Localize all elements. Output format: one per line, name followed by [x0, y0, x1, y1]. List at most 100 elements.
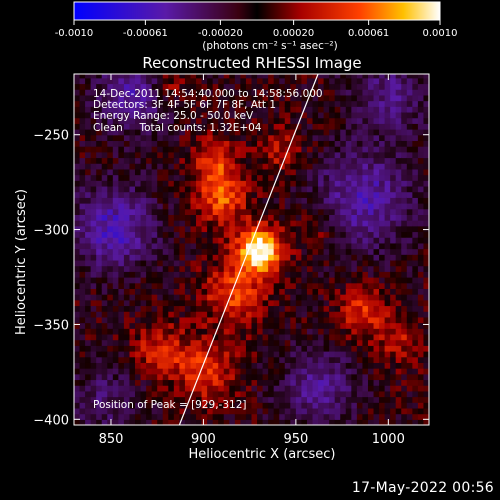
heatmap-cell — [273, 328, 280, 335]
heatmap-cell — [379, 413, 386, 420]
heatmap-cell — [85, 74, 92, 79]
heatmap-cell — [273, 191, 280, 198]
heatmap-cell — [179, 402, 186, 409]
heatmap-cell — [196, 396, 203, 403]
heatmap-cell — [367, 208, 375, 215]
heatmap-cell — [251, 100, 258, 107]
heatmap-cell — [123, 265, 131, 272]
heatmap-cell — [379, 402, 386, 409]
heatmap-cell — [201, 151, 208, 159]
heatmap-cell — [395, 185, 402, 193]
heatmap-cell — [257, 356, 264, 363]
heatmap-cell — [351, 100, 358, 107]
heatmap-cell — [412, 413, 419, 420]
heatmap-cell — [240, 328, 247, 335]
heatmap-cell — [223, 339, 230, 346]
heatmap-cell — [74, 299, 81, 307]
heatmap-cell — [251, 248, 258, 255]
heatmap-cell — [184, 163, 192, 170]
heatmap-cell — [301, 351, 308, 358]
heatmap-cell — [257, 242, 264, 250]
heatmap-cell — [157, 157, 164, 164]
heatmap-cell — [384, 277, 391, 284]
heatmap-cell — [384, 106, 391, 113]
heatmap-cell — [395, 117, 402, 124]
heatmap-cell — [112, 305, 119, 312]
heatmap-cell — [295, 123, 303, 130]
heatmap-cell — [345, 117, 352, 124]
heatmap-cell — [157, 259, 164, 267]
heatmap-cell — [157, 208, 164, 215]
heatmap-cell — [401, 214, 408, 221]
heatmap-cell — [401, 305, 408, 312]
heatmap-cell — [234, 89, 242, 96]
heatmap-cell — [329, 288, 336, 295]
heatmap-cell — [96, 174, 103, 181]
heatmap-cell — [240, 94, 247, 102]
heatmap-cell — [390, 402, 397, 409]
heatmap-cell — [107, 74, 114, 79]
heatmap-cell — [262, 140, 269, 147]
heatmap-cell — [162, 157, 169, 164]
heatmap-cell — [190, 328, 197, 335]
heatmap-cell — [379, 197, 386, 204]
heatmap-cell — [218, 390, 225, 398]
heatmap-cell — [207, 385, 214, 392]
heatmap-cell — [101, 288, 108, 295]
heatmap-cell — [218, 368, 225, 375]
heatmap-cell — [290, 157, 297, 164]
heatmap-cell — [218, 168, 225, 176]
heatmap-cell — [384, 373, 391, 381]
heatmap-cell — [406, 373, 413, 381]
heatmap-cell — [240, 185, 247, 193]
heatmap-cell — [345, 94, 352, 102]
heatmap-cell — [96, 225, 103, 233]
heatmap-cell — [179, 351, 186, 358]
heatmap-cell — [417, 106, 425, 113]
heatmap-cell — [417, 351, 425, 358]
heatmap-cell — [334, 328, 341, 335]
heatmap-cell — [245, 242, 253, 250]
heatmap-cell — [229, 89, 236, 96]
heatmap-cell — [157, 396, 164, 403]
heatmap-cell — [390, 339, 397, 346]
heatmap-cell — [379, 231, 386, 238]
heatmap-cell — [379, 146, 386, 153]
heatmap-cell — [184, 413, 192, 420]
heatmap-cell — [123, 89, 131, 96]
heatmap-cell — [162, 413, 169, 420]
heatmap-cell — [312, 299, 319, 307]
heatmap-cell — [201, 362, 208, 369]
heatmap-cell — [196, 168, 203, 176]
heatmap-cell — [284, 248, 291, 255]
heatmap-cell — [312, 157, 319, 164]
heatmap-cell — [118, 385, 125, 392]
heatmap-cell — [229, 163, 236, 170]
heatmap-cell — [207, 305, 214, 312]
heatmap-cell — [284, 106, 291, 113]
heatmap-cell — [295, 385, 303, 392]
heatmap-cell — [123, 134, 131, 142]
heatmap-cell — [74, 385, 81, 392]
heatmap-cell — [168, 123, 175, 130]
heatmap-cell — [207, 333, 214, 341]
heatmap-cell — [329, 117, 336, 124]
heatmap-cell — [301, 385, 308, 392]
heatmap-cell — [101, 111, 108, 119]
heatmap-cell — [423, 407, 429, 415]
heatmap-cell — [234, 242, 242, 250]
heatmap-cell — [74, 225, 81, 233]
heatmap-cell — [362, 356, 369, 363]
heatmap-cell — [229, 129, 236, 136]
heatmap-cell — [118, 311, 125, 318]
heatmap-cell — [356, 362, 364, 369]
heatmap-cell — [129, 345, 136, 352]
heatmap-cell — [312, 345, 319, 352]
heatmap-cell — [257, 89, 264, 96]
heatmap-cell — [329, 197, 336, 204]
heatmap-cell — [406, 379, 413, 386]
heatmap-cell — [168, 180, 175, 187]
heatmap-cell — [96, 407, 103, 415]
heatmap-cell — [268, 225, 275, 233]
heatmap-cell — [251, 379, 258, 386]
